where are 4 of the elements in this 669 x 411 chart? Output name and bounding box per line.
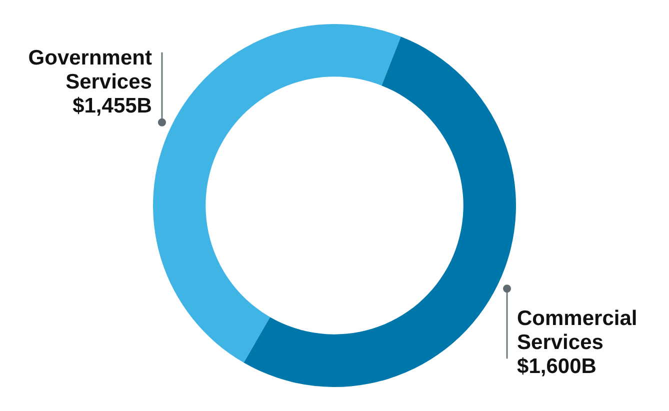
data-label: $1,455B bbox=[72, 94, 152, 118]
slice-label: Government Services bbox=[28, 46, 152, 94]
data-label: $1,600B bbox=[517, 354, 596, 378]
slice-label: Commercial Services bbox=[517, 306, 638, 354]
